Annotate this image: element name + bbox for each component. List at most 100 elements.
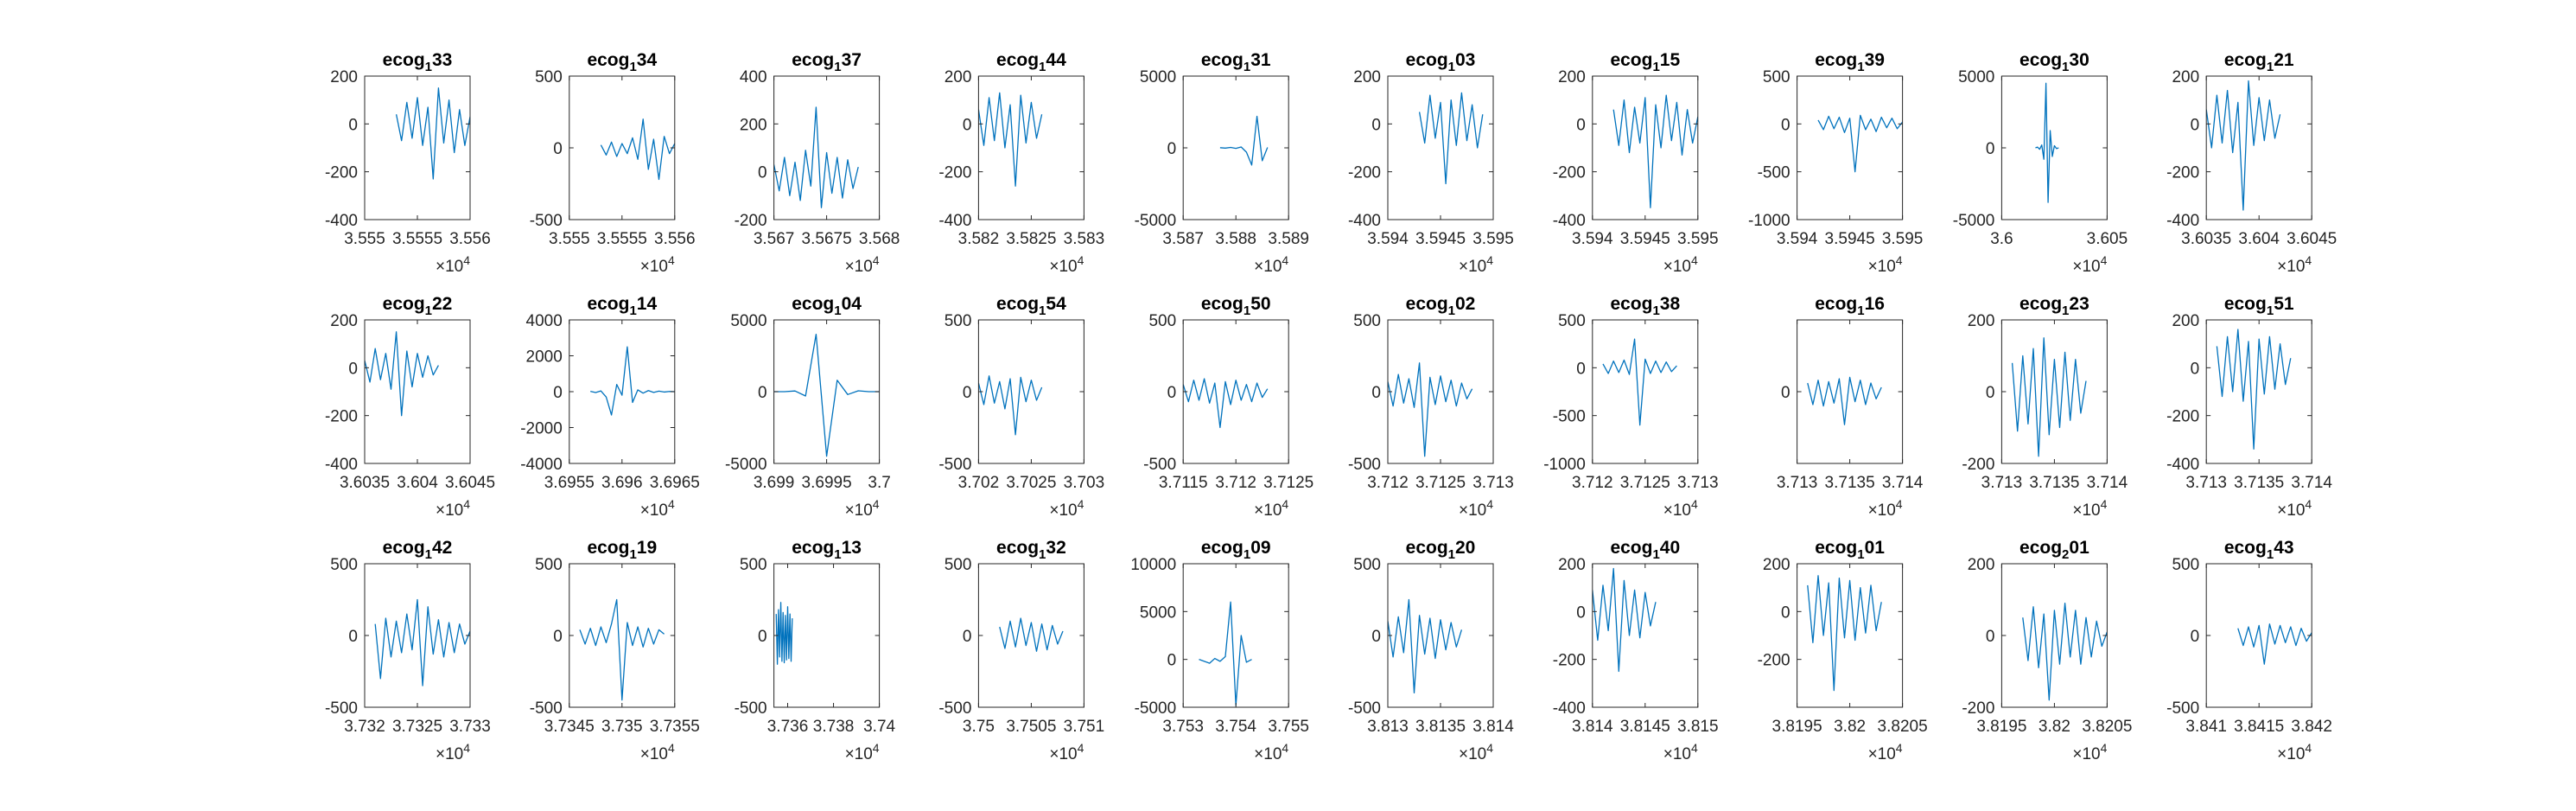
signal-line bbox=[1612, 94, 1698, 208]
x-exponent: ×104 bbox=[1663, 253, 1698, 276]
y-tick-label: -200 bbox=[735, 212, 767, 230]
x-exponent: ×104 bbox=[436, 253, 470, 276]
x-exponent-power: 4 bbox=[1896, 741, 1903, 755]
x-exponent-base: ×10 bbox=[1663, 501, 1691, 520]
x-exponent-power: 4 bbox=[668, 497, 675, 511]
title-base: ecog bbox=[1815, 538, 1857, 558]
x-exponent-power: 4 bbox=[1078, 741, 1084, 755]
x-exponent-base: ×10 bbox=[1049, 258, 1077, 276]
title-subscript: 1 bbox=[1652, 547, 1659, 562]
plot-area bbox=[978, 92, 1043, 187]
title-number: 42 bbox=[432, 538, 452, 558]
title-base: ecog bbox=[2019, 50, 2062, 70]
y-tick-label: 0 bbox=[1371, 628, 1381, 646]
title-number: 22 bbox=[432, 294, 452, 314]
plot-area bbox=[1807, 575, 1882, 692]
y-tick-label: -500 bbox=[1348, 456, 1381, 474]
y-tick-label: -500 bbox=[325, 699, 358, 718]
x-tick-label: 3.555 bbox=[549, 230, 590, 248]
title-base: ecog bbox=[1201, 538, 1243, 558]
x-exponent-base: ×10 bbox=[845, 745, 873, 763]
plot-area bbox=[1418, 92, 1484, 185]
title-subscript: 1 bbox=[1448, 547, 1455, 562]
y-tick-label: 0 bbox=[758, 164, 767, 182]
y-tick-label: 0 bbox=[1576, 603, 1586, 622]
y-tick-label: 500 bbox=[1353, 312, 1381, 330]
subplot: 3.582 3.5825 3.583 -400 -200 0 200 ecog144 ×104 bbox=[938, 50, 1104, 276]
x-exponent-power: 4 bbox=[873, 253, 880, 267]
x-exponent-power: 4 bbox=[668, 253, 675, 267]
subplot-title: ecog201 bbox=[2019, 538, 2089, 562]
plot-area bbox=[1592, 567, 1657, 673]
x-tick-label: 3.703 bbox=[1064, 474, 1105, 492]
x-tick-label: 3.594 bbox=[1367, 230, 1409, 248]
x-exponent: ×104 bbox=[1459, 497, 1493, 520]
title-base: ecog bbox=[1406, 294, 1448, 314]
signal-line bbox=[374, 598, 470, 686]
x-tick-label: 3.6995 bbox=[802, 474, 852, 492]
subplot-title: ecog140 bbox=[1610, 538, 1680, 562]
plot-area bbox=[773, 333, 880, 457]
y-tick-label: 500 bbox=[2172, 556, 2199, 574]
x-exponent: ×104 bbox=[2072, 741, 2107, 763]
y-tick-label: -200 bbox=[325, 408, 358, 426]
y-tick-label: -200 bbox=[1758, 652, 1790, 670]
x-tick-label: 3.588 bbox=[1215, 230, 1256, 248]
x-tick-label: 3.754 bbox=[1215, 718, 1256, 736]
subplot: 3.567 3.5675 3.568 -200 0 200 400 ecog137 ×104 bbox=[735, 50, 900, 276]
x-exponent: ×104 bbox=[1868, 741, 1903, 763]
x-exponent-power: 4 bbox=[1486, 741, 1493, 755]
y-tick-label: 200 bbox=[2172, 312, 2199, 330]
y-tick-label: 0 bbox=[1986, 628, 1995, 646]
title-number: 20 bbox=[1455, 538, 1475, 558]
y-tick-label: 0 bbox=[553, 384, 563, 402]
y-tick-label: -500 bbox=[735, 699, 767, 718]
x-exponent-power: 4 bbox=[2101, 741, 2108, 755]
x-exponent-power: 4 bbox=[2101, 253, 2108, 267]
x-exponent-base: ×10 bbox=[1459, 501, 1486, 520]
x-tick-label: 3.712 bbox=[1367, 474, 1409, 492]
x-tick-label: 3.604 bbox=[2238, 230, 2280, 248]
title-base: ecog bbox=[1201, 50, 1243, 70]
signal-line bbox=[1807, 376, 1882, 425]
y-tick-label: 200 bbox=[740, 116, 767, 134]
x-exponent-base: ×10 bbox=[1663, 258, 1691, 276]
x-tick-label: 3.712 bbox=[1572, 474, 1613, 492]
y-tick-label: -400 bbox=[1348, 212, 1381, 230]
plot-area bbox=[978, 375, 1043, 436]
subplot-title: ecog101 bbox=[1815, 538, 1885, 562]
x-exponent-base: ×10 bbox=[2277, 501, 2305, 520]
title-number: 15 bbox=[1660, 50, 1681, 70]
y-tick-label: 0 bbox=[1986, 384, 1995, 402]
y-tick-label: 500 bbox=[945, 556, 972, 574]
signal-line bbox=[978, 375, 1043, 436]
y-tick-label: -400 bbox=[2166, 212, 2199, 230]
plot-area bbox=[1183, 378, 1269, 429]
x-exponent: ×104 bbox=[436, 497, 470, 520]
plot-area bbox=[2035, 82, 2059, 203]
signal-line bbox=[773, 333, 880, 457]
subplot: 3.736 3.738 3.74 -500 0 500 ecog113 ×104 bbox=[735, 538, 896, 763]
x-exponent-power: 4 bbox=[1282, 497, 1288, 511]
title-number: 30 bbox=[2069, 50, 2089, 70]
plot-area bbox=[2011, 337, 2087, 457]
y-tick-label: -5000 bbox=[1953, 212, 1995, 230]
signal-line bbox=[2216, 329, 2292, 450]
x-exponent-base: ×10 bbox=[436, 501, 463, 520]
y-tick-label: 200 bbox=[945, 68, 972, 86]
y-tick-label: -400 bbox=[1553, 212, 1586, 230]
y-tick-label: 0 bbox=[963, 628, 972, 646]
subplot: 3.712 3.7125 3.713 -500 0 500 ecog102 ×104 bbox=[1348, 294, 1514, 520]
subplot: 3.75 3.7505 3.751 -500 0 500 ecog132 ×104 bbox=[938, 538, 1104, 763]
signal-line bbox=[775, 602, 793, 665]
x-tick-label: 3.75 bbox=[963, 718, 995, 736]
x-tick-label: 3.7115 bbox=[1159, 474, 1208, 492]
subplot: 3.555 3.5555 3.556 -400 -200 0 200 ecog133 ×104 bbox=[325, 50, 491, 276]
signal-line bbox=[600, 118, 675, 181]
subplot-title: ecog133 bbox=[383, 50, 453, 74]
x-exponent: ×104 bbox=[1868, 253, 1903, 276]
title-subscript: 1 bbox=[1857, 303, 1864, 318]
x-exponent-base: ×10 bbox=[1049, 501, 1077, 520]
x-exponent-base: ×10 bbox=[640, 258, 668, 276]
title-subscript: 1 bbox=[629, 60, 636, 74]
